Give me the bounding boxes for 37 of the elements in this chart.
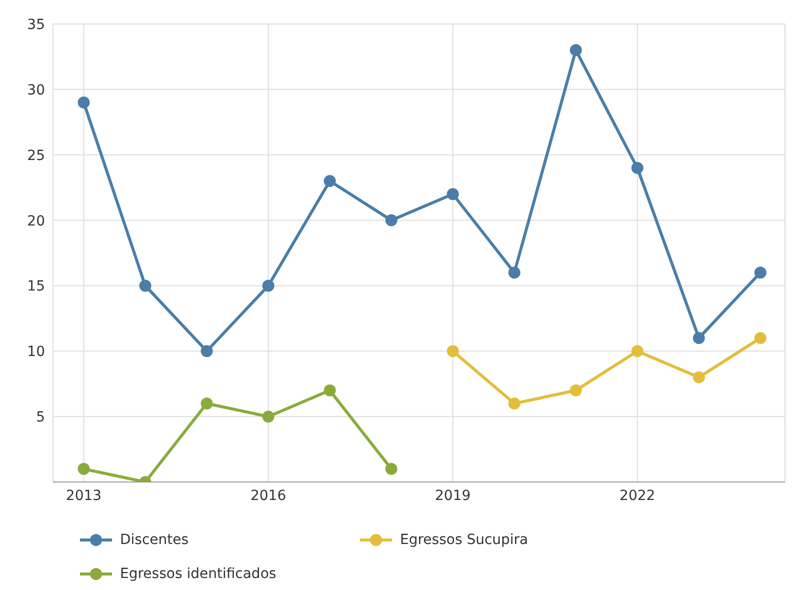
point bbox=[139, 280, 152, 292]
x-tick-label: 2013 bbox=[66, 488, 102, 504]
point bbox=[692, 371, 705, 384]
y-tick-label: 5 bbox=[36, 410, 45, 426]
point bbox=[385, 214, 398, 226]
point bbox=[385, 462, 398, 475]
point bbox=[508, 266, 520, 279]
point bbox=[262, 410, 274, 423]
point bbox=[446, 188, 459, 200]
legend-label: Egressos Sucupira bbox=[400, 532, 528, 548]
point bbox=[262, 280, 274, 292]
point bbox=[692, 332, 705, 344]
point bbox=[754, 266, 766, 279]
x-tick-label: 2019 bbox=[435, 488, 471, 504]
point bbox=[508, 397, 520, 410]
y-tick-label: 10 bbox=[27, 344, 45, 360]
point bbox=[570, 384, 582, 396]
point bbox=[570, 44, 582, 56]
point bbox=[754, 332, 766, 344]
y-tick-label: 35 bbox=[27, 16, 45, 33]
point bbox=[631, 162, 644, 174]
y-tick-label: 30 bbox=[27, 82, 45, 98]
point bbox=[446, 345, 459, 358]
legend-label: Egressos identificados bbox=[120, 566, 276, 582]
point bbox=[324, 175, 336, 188]
x-tick-label: 2022 bbox=[620, 488, 656, 504]
point bbox=[200, 345, 213, 358]
point bbox=[631, 345, 644, 358]
legend-label: Discentes bbox=[120, 532, 189, 548]
point bbox=[78, 96, 90, 109]
y-tick-label: 15 bbox=[27, 278, 45, 295]
y-tick-label: 20 bbox=[27, 213, 45, 230]
point bbox=[200, 397, 213, 410]
point bbox=[78, 462, 90, 475]
y-tick-label: 25 bbox=[27, 148, 45, 164]
x-tick-label: 2016 bbox=[250, 488, 286, 504]
point bbox=[324, 384, 336, 396]
